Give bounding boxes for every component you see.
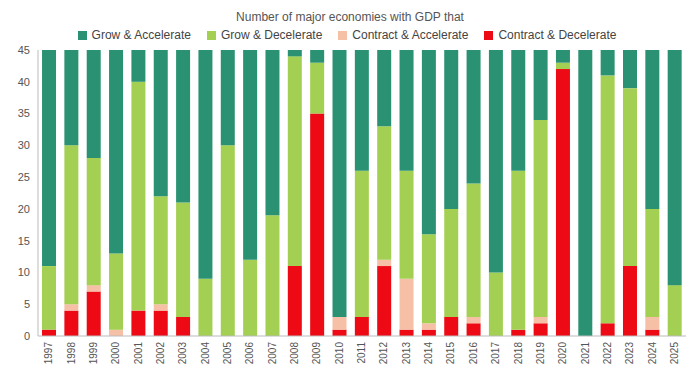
svg-text:2004: 2004	[200, 342, 211, 365]
svg-text:1997: 1997	[43, 342, 54, 365]
svg-text:2025: 2025	[669, 342, 680, 365]
html-text:Number of major economies with: Number of major economies with GDP that	[236, 10, 464, 24]
html-text:Contract & Decelerate: Contract & Decelerate	[498, 28, 617, 42]
svg-text:2007: 2007	[267, 342, 278, 365]
svg-text:40: 40	[18, 76, 30, 88]
svg-text:20: 20	[18, 203, 30, 215]
svg-text:2006: 2006	[244, 342, 255, 365]
svg-text:2013: 2013	[401, 342, 412, 365]
svg-text:10: 10	[18, 266, 30, 278]
svg-text:2009: 2009	[311, 342, 322, 365]
html-text:Contract & Accelerate: Contract & Accelerate	[352, 28, 469, 42]
svg-text:15: 15	[18, 235, 30, 247]
svg-text:2000: 2000	[110, 342, 121, 365]
svg-text:2024: 2024	[647, 342, 658, 365]
svg-text:2017: 2017	[490, 342, 501, 365]
svg-text:1998: 1998	[66, 342, 77, 365]
html-text:Grow & Accelerate: Grow & Accelerate	[91, 28, 191, 42]
svg-text:2021: 2021	[580, 342, 591, 365]
svg-text:35: 35	[18, 107, 30, 119]
svg-text:0: 0	[24, 330, 30, 342]
svg-text:5: 5	[24, 298, 30, 310]
svg-text:45: 45	[18, 44, 30, 56]
svg-text:2015: 2015	[445, 342, 456, 365]
svg-text:30: 30	[18, 139, 30, 151]
svg-text:2003: 2003	[177, 342, 188, 365]
svg-text:2023: 2023	[624, 342, 635, 365]
svg-text:25: 25	[18, 171, 30, 183]
svg-text:2005: 2005	[222, 342, 233, 365]
svg-text:2022: 2022	[602, 342, 613, 365]
svg-text:2011: 2011	[356, 342, 367, 364]
svg-text:2012: 2012	[378, 342, 389, 365]
svg-text:2020: 2020	[557, 342, 568, 365]
svg-text:1999: 1999	[88, 342, 99, 365]
html-text:Grow & Decelerate: Grow & Decelerate	[220, 28, 323, 42]
svg-text:2016: 2016	[468, 342, 479, 365]
svg-text:2001: 2001	[133, 342, 144, 365]
svg-text:2019: 2019	[535, 342, 546, 365]
svg-text:2014: 2014	[423, 342, 434, 365]
svg-text:2002: 2002	[155, 342, 166, 365]
svg-text:2010: 2010	[334, 342, 345, 365]
svg-text:2018: 2018	[513, 342, 524, 365]
svg-text:2008: 2008	[289, 342, 300, 365]
